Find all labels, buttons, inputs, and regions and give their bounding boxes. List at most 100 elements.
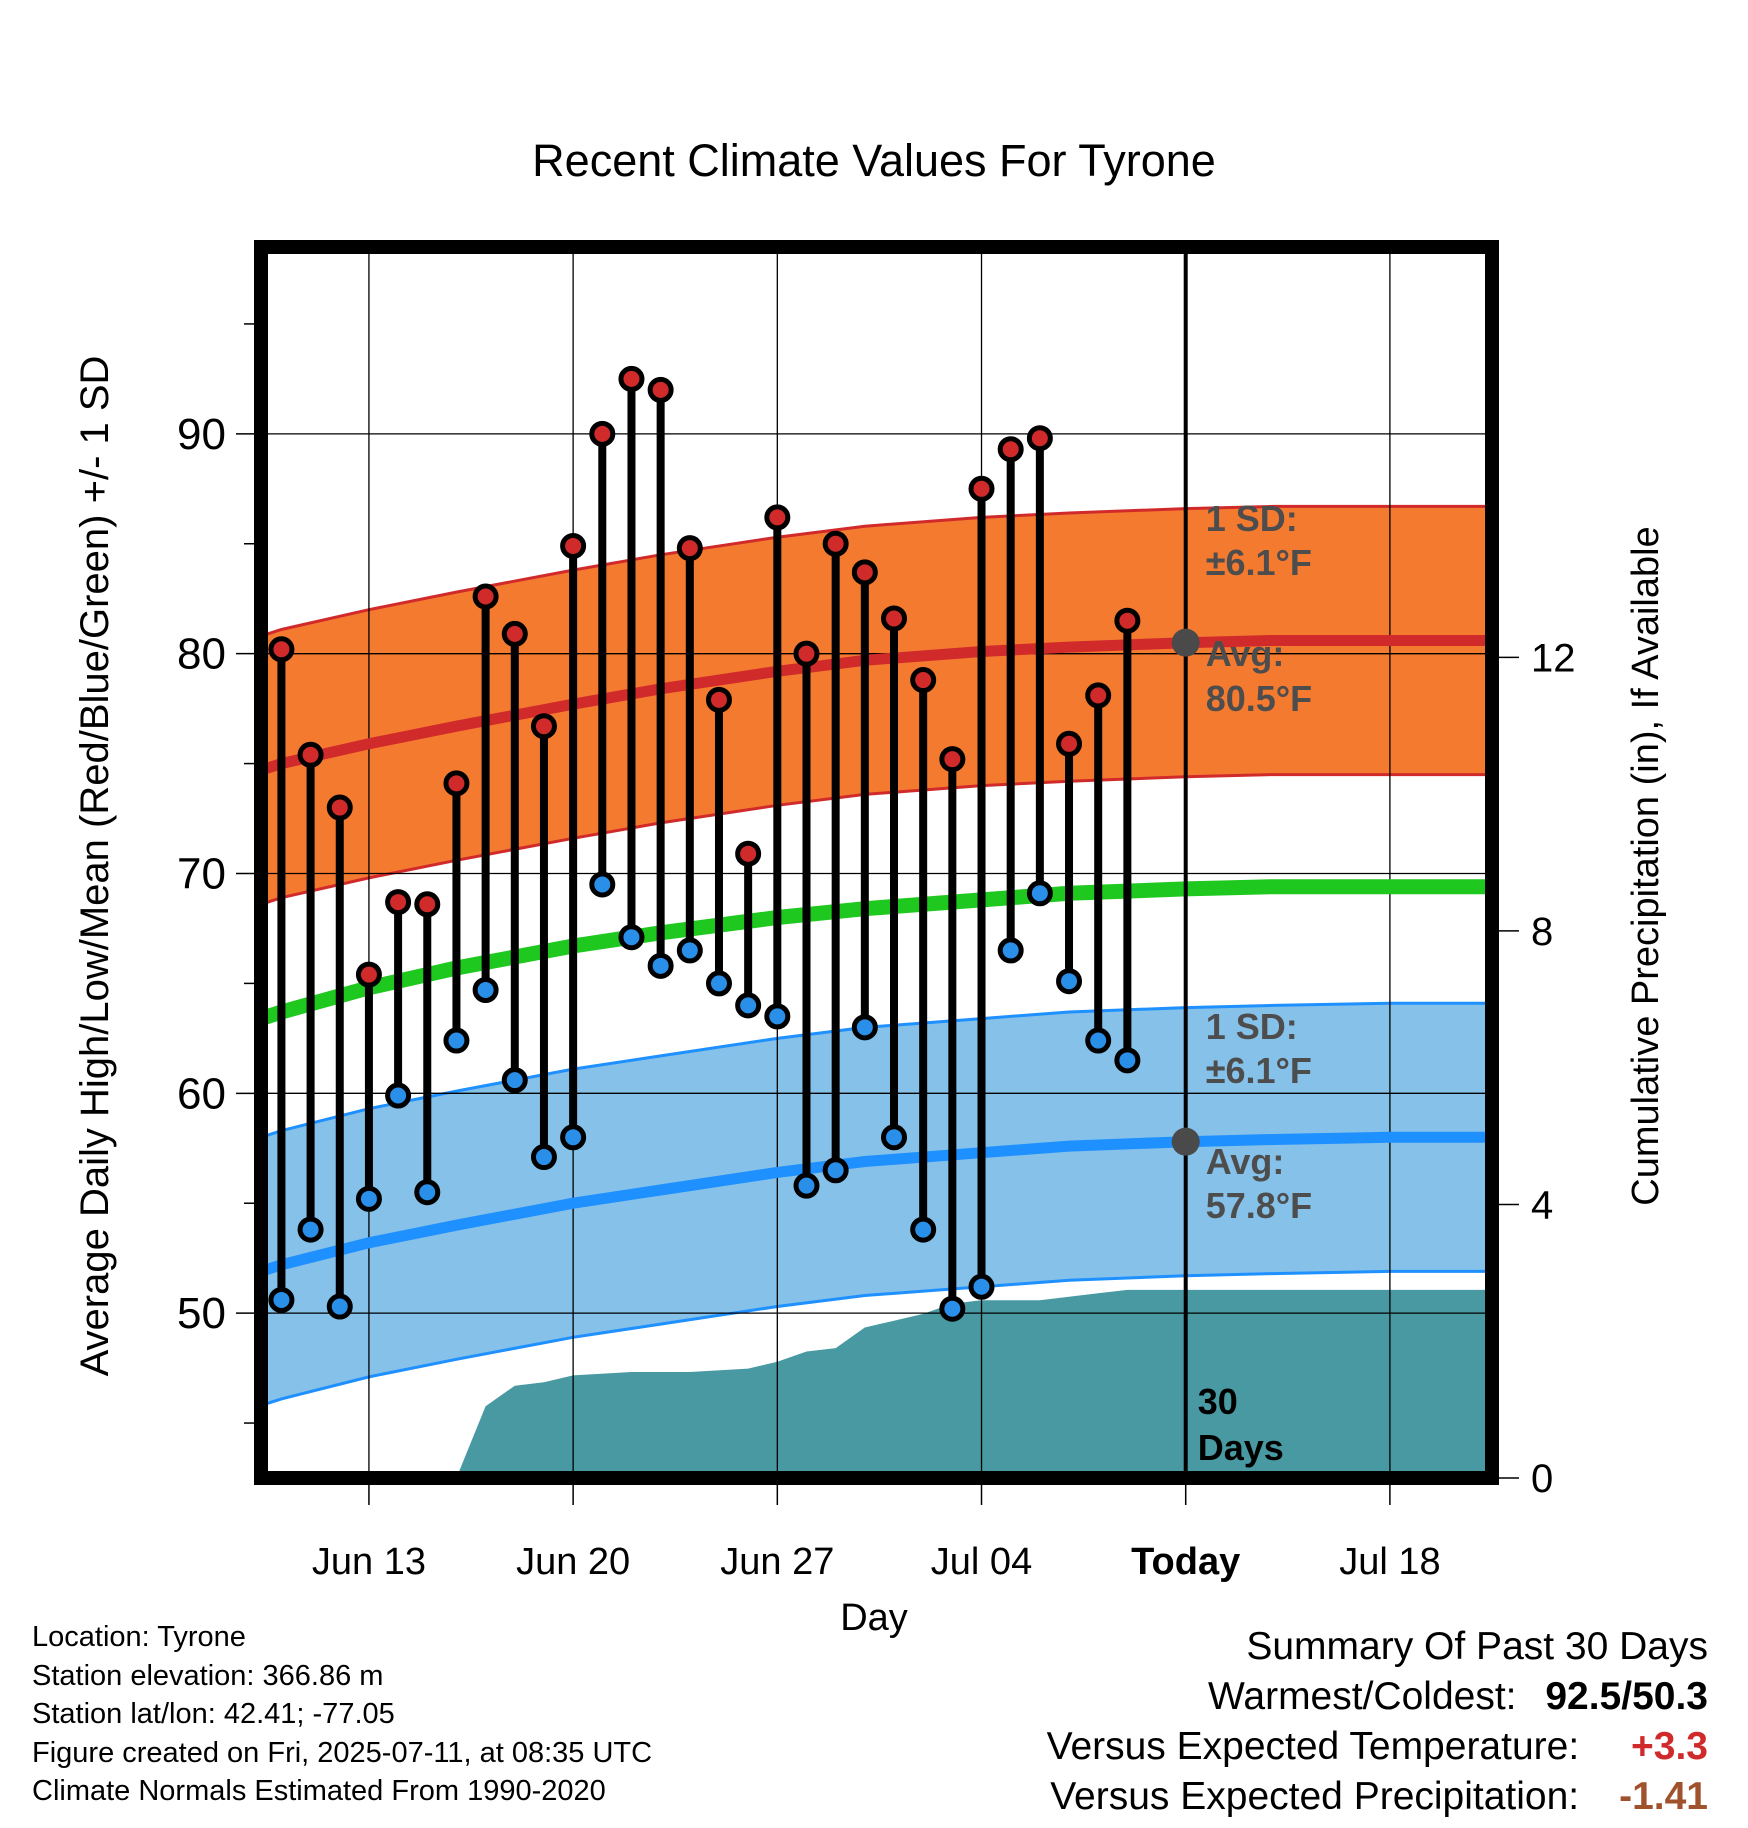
daily-low-point bbox=[268, 1286, 295, 1313]
temp-label: Versus Expected Temperature: bbox=[1046, 1725, 1580, 1768]
y-tick-label: 70 bbox=[177, 849, 226, 898]
daily-high-point bbox=[443, 770, 470, 797]
daily-high-point bbox=[618, 365, 645, 392]
warmest-label: Warmest/Coldest: bbox=[1208, 1675, 1517, 1718]
daily-high-point bbox=[1085, 682, 1112, 709]
daily-low-point bbox=[735, 992, 762, 1019]
daily-high-point bbox=[326, 794, 353, 821]
low-avg-line bbox=[261, 1131, 1492, 1277]
summary-warmest: Warmest/Coldest: 92.5/50.3 bbox=[1047, 1672, 1708, 1722]
daily-high-point bbox=[764, 504, 791, 531]
daily-high-point bbox=[881, 605, 908, 632]
x-tick-label: Jun 27 bbox=[720, 1541, 834, 1583]
daily-low-point bbox=[443, 1027, 470, 1054]
summary-temperature: Versus Expected Temperature: +3.3 bbox=[1047, 1722, 1708, 1772]
daily-low-point bbox=[647, 952, 674, 979]
daily-low-point bbox=[297, 1216, 324, 1243]
plot-frame bbox=[254, 240, 1499, 1485]
daily-low-point bbox=[326, 1293, 353, 1320]
x-tick-label: Jun 20 bbox=[516, 1541, 630, 1583]
x-tick-label: Jun 13 bbox=[312, 1541, 426, 1583]
station-info: Location: Tyrone Station elevation: 366.… bbox=[32, 1618, 652, 1811]
daily-high-point bbox=[939, 746, 966, 773]
daily-high-point bbox=[530, 713, 557, 740]
low-sd-upper-line bbox=[261, 1001, 1492, 1139]
daily-low-point bbox=[968, 1273, 995, 1300]
created-text: Figure created on Fri, 2025-07-11, at 08… bbox=[32, 1736, 653, 1769]
daily-high-point bbox=[997, 436, 1024, 463]
low-avg-label: Avg: bbox=[1206, 1141, 1285, 1182]
low-avg-today-dot bbox=[1171, 1127, 1200, 1156]
elevation-text: Station elevation: 366.86 m bbox=[32, 1659, 384, 1692]
temp-value: +3.3 bbox=[1631, 1725, 1708, 1768]
daily-high-point bbox=[355, 961, 382, 988]
daily-low-point bbox=[589, 871, 616, 898]
chart-title: Recent Climate Values For Tyrone bbox=[532, 135, 1216, 186]
daily-high-point bbox=[297, 741, 324, 768]
location-text: Location: Tyrone bbox=[32, 1621, 246, 1653]
daily-low-point bbox=[1085, 1027, 1112, 1054]
y2-tick-label: 12 bbox=[1531, 636, 1576, 680]
y2-axis-label: Cumulative Precipitation (in), If Availa… bbox=[1625, 526, 1667, 1205]
days-count-number: 30 bbox=[1198, 1381, 1238, 1422]
summary-panel: Summary Of Past 30 Days Warmest/Coldest:… bbox=[1047, 1622, 1708, 1822]
daily-low-point bbox=[560, 1124, 587, 1151]
daily-low-point bbox=[881, 1124, 908, 1151]
low-sd-label: 1 SD: bbox=[1206, 1006, 1298, 1047]
daily-high-point bbox=[501, 620, 528, 647]
daily-low-point bbox=[997, 937, 1024, 964]
high-sd-upper-line bbox=[261, 504, 1492, 638]
days-count-word: Days bbox=[1198, 1427, 1284, 1468]
normals-text: Climate Normals Estimated From 1990-2020 bbox=[32, 1775, 606, 1807]
latlon-text: Station lat/lon: 42.41; -77.05 bbox=[32, 1698, 395, 1730]
daily-high-point bbox=[851, 559, 878, 586]
high-avg-line bbox=[261, 635, 1492, 776]
mean-avg-line bbox=[261, 879, 1492, 1026]
y-tick-label: 80 bbox=[177, 630, 226, 679]
daily-high-point bbox=[822, 530, 849, 557]
precip-value: -1.41 bbox=[1619, 1775, 1708, 1818]
y2-tick-label: 8 bbox=[1531, 910, 1553, 954]
high-avg-today-dot bbox=[1171, 628, 1200, 657]
daily-high-point bbox=[1026, 425, 1053, 452]
daily-low-point bbox=[414, 1179, 441, 1206]
daily-low-point bbox=[385, 1082, 412, 1109]
daily-low-point bbox=[355, 1185, 382, 1212]
daily-high-point bbox=[589, 420, 616, 447]
daily-low-point bbox=[618, 924, 645, 951]
daily-high-point bbox=[910, 667, 937, 694]
y-tick-label: 60 bbox=[177, 1069, 226, 1118]
daily-high-point bbox=[647, 376, 674, 403]
y-axis-label: Average Daily High/Low/Mean (Red/Blue/Gr… bbox=[73, 356, 117, 1377]
daily-low-point bbox=[764, 1003, 791, 1030]
daily-high-point bbox=[676, 535, 703, 562]
daily-high-point bbox=[705, 686, 732, 713]
daily-high-point bbox=[385, 889, 412, 916]
warmest-value: 92.5/50.3 bbox=[1545, 1675, 1708, 1718]
daily-low-point bbox=[530, 1144, 557, 1171]
daily-low-point bbox=[793, 1172, 820, 1199]
high-sd-lower-line bbox=[261, 773, 1492, 906]
x-tick-label: Jul 04 bbox=[931, 1541, 1032, 1583]
precip-label: Versus Expected Precipitation: bbox=[1050, 1775, 1580, 1818]
low-sd-lower-line bbox=[261, 1269, 1492, 1407]
daily-low-point bbox=[1056, 968, 1083, 995]
high-avg-label: Avg: bbox=[1206, 633, 1285, 674]
summary-title: Summary Of Past 30 Days bbox=[1246, 1625, 1708, 1668]
daily-low-point bbox=[910, 1216, 937, 1243]
daily-low-point bbox=[1026, 880, 1053, 907]
high-avg-value: 80.5°F bbox=[1206, 678, 1312, 719]
daily-low-point bbox=[472, 976, 499, 1003]
daily-high-point bbox=[793, 640, 820, 667]
daily-low-point bbox=[822, 1157, 849, 1184]
low-avg-value: 57.8°F bbox=[1206, 1185, 1312, 1226]
x-tick-label: Today bbox=[1131, 1541, 1240, 1583]
x-axis-label: Day bbox=[840, 1597, 908, 1639]
high-sd-value: ±6.1°F bbox=[1206, 542, 1312, 583]
low-sd-value: ±6.1°F bbox=[1206, 1050, 1312, 1091]
y-tick-label: 90 bbox=[177, 410, 226, 459]
summary-precipitation: Versus Expected Precipitation: -1.41 bbox=[1047, 1772, 1708, 1822]
